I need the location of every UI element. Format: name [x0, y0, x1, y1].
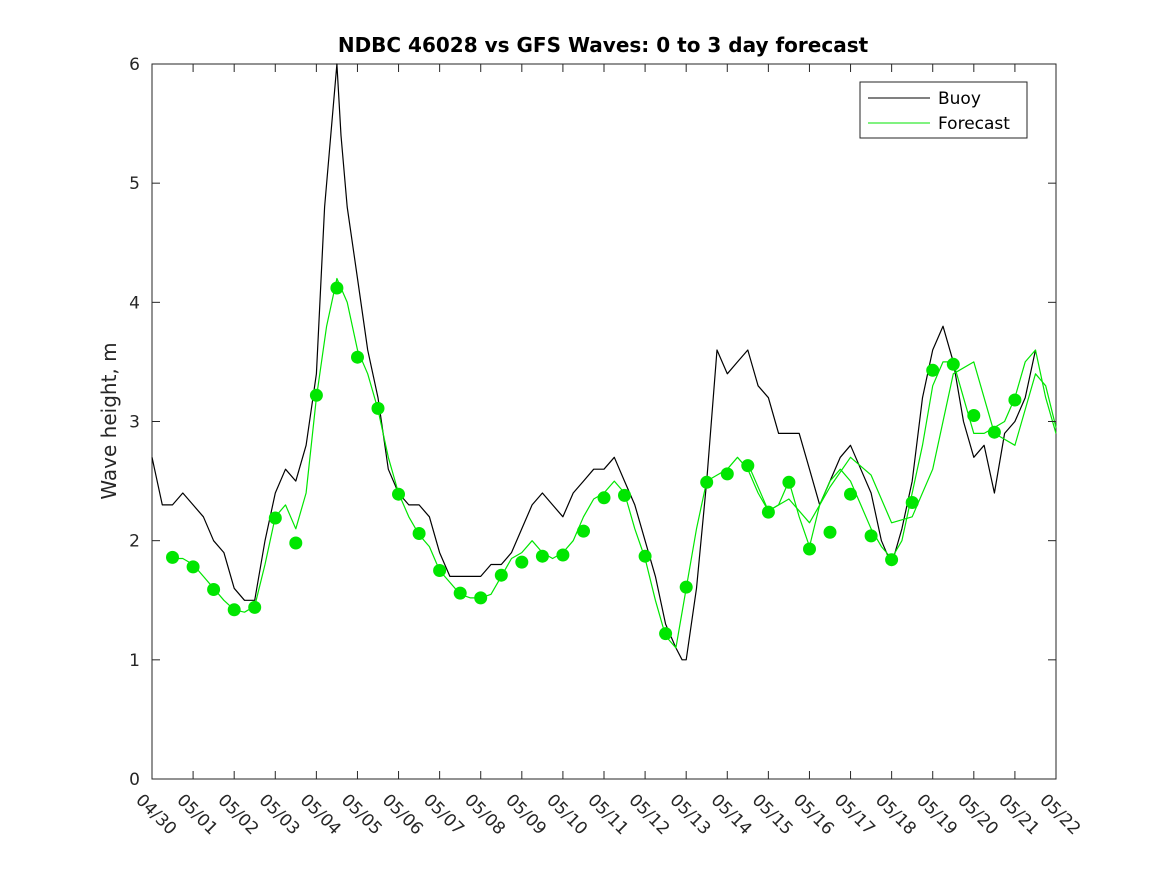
y-tick-label: 1 [129, 651, 140, 671]
x-tick-label: 05/03 [255, 790, 304, 839]
x-tick-label: 05/19 [912, 790, 961, 839]
x-tick-label: 05/14 [707, 790, 756, 839]
legend: Buoy Forecast [859, 81, 1028, 139]
forecast-point [659, 627, 673, 641]
x-tick-label: 05/20 [953, 790, 1002, 839]
x-tick-label: 05/04 [296, 790, 345, 839]
legend-label-buoy: Buoy [938, 89, 981, 109]
forecast-point [453, 586, 467, 600]
x-tick-label: 05/16 [789, 790, 838, 839]
marker-layer [166, 281, 1022, 641]
legend-box [859, 81, 1028, 139]
forecast-point [885, 553, 899, 567]
x-tick-label: 05/05 [337, 790, 386, 839]
chart-title: NDBC 46028 vs GFS Waves: 0 to 3 day fore… [338, 33, 869, 57]
forecast-point [864, 529, 878, 543]
x-tick-label: 05/15 [748, 790, 797, 839]
forecast-point [535, 549, 549, 563]
y-tick-label: 5 [129, 174, 140, 194]
series-line-forecast-2 [747, 361, 1057, 524]
forecast-point [761, 505, 775, 519]
x-tick-label: 04/30 [131, 790, 180, 839]
forecast-point [351, 350, 364, 364]
forecast-point [494, 568, 508, 582]
forecast-point [268, 511, 282, 525]
forecast-point [248, 600, 262, 614]
forecast-point [433, 564, 447, 577]
x-tick-label: 05/13 [666, 790, 715, 839]
forecast-point [618, 488, 631, 502]
forecast-point [412, 527, 426, 540]
plot-frame [151, 63, 1057, 780]
forecast-point [741, 459, 755, 473]
forecast-point [823, 525, 837, 539]
y-tick-label: 4 [129, 293, 140, 313]
y-axis: 0 1 2 3 4 5 6 [129, 55, 1056, 790]
forecast-point [186, 560, 200, 574]
x-tick-label: 05/09 [501, 790, 550, 839]
y-tick-label: 2 [129, 532, 140, 552]
x-tick-label: 05/02 [214, 790, 263, 839]
x-tick-label: 05/17 [830, 790, 879, 839]
forecast-point [803, 542, 816, 556]
x-tick-label: 05/22 [1035, 790, 1084, 839]
forecast-point [1008, 393, 1022, 407]
series-line-forecast-1 [172, 277, 1057, 649]
x-tick-label: 05/06 [378, 790, 427, 839]
forecast-point [679, 580, 693, 594]
x-tick-label: 05/10 [542, 790, 591, 839]
series-layer [151, 63, 1057, 661]
y-axis-label: Wave height, m [97, 342, 121, 499]
forecast-point [392, 487, 405, 501]
forecast-point [474, 591, 488, 605]
forecast-point [782, 475, 796, 489]
y-tick-label: 0 [129, 770, 140, 790]
forecast-point [330, 281, 344, 295]
x-tick-label: 05/21 [994, 790, 1043, 839]
x-tick-label: 05/07 [419, 790, 468, 839]
forecast-point [515, 555, 529, 569]
forecast-point [227, 603, 241, 617]
y-tick-label: 3 [129, 413, 140, 433]
legend-label-forecast: Forecast [938, 114, 1010, 134]
plot-area [151, 63, 1057, 780]
forecast-point [207, 583, 221, 596]
series-line-buoy-0 [151, 63, 1037, 661]
forecast-point [556, 548, 570, 562]
forecast-point [597, 491, 611, 505]
forecast-point [289, 536, 303, 550]
forecast-point [638, 549, 652, 563]
forecast-point [371, 401, 385, 415]
forecast-point [987, 425, 1001, 439]
x-tick-label: 05/11 [583, 790, 632, 839]
y-tick-label: 6 [129, 55, 140, 75]
forecast-point [946, 357, 960, 371]
forecast-point [905, 496, 919, 509]
forecast-point [967, 409, 981, 422]
forecast-point [309, 388, 323, 402]
x-tick-label: 05/08 [460, 790, 509, 839]
forecast-point [577, 524, 590, 538]
forecast-point [720, 467, 734, 481]
forecast-point [844, 487, 857, 501]
forecast-point [926, 363, 940, 377]
forecast-point [700, 475, 714, 489]
x-tick-label: 05/18 [871, 790, 920, 839]
forecast-point [166, 550, 179, 564]
x-tick-label: 05/12 [625, 790, 674, 839]
x-tick-label: 05/01 [173, 790, 222, 839]
